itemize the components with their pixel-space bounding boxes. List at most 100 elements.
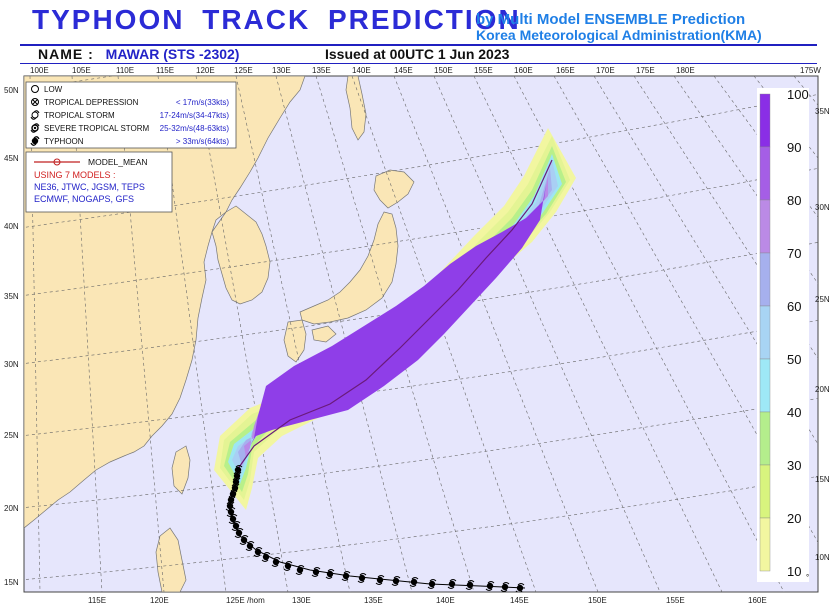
left-lat-label: 20N — [4, 504, 19, 513]
header-divider-2 — [20, 63, 817, 64]
legend-item-speed: 25-32m/s(48-63kts) — [160, 124, 230, 133]
land-honshu — [299, 211, 399, 325]
bottom-lon-label: 155E — [666, 596, 685, 605]
sts-tail — [30, 123, 40, 133]
low-icon — [31, 85, 39, 93]
colorbar-label: 20 — [787, 511, 801, 526]
left-lat-label: 35N — [4, 292, 19, 301]
typhoon-track-tail — [233, 465, 243, 475]
bottom-lon-label: 145E — [510, 596, 529, 605]
land-sakhalin — [345, 76, 367, 141]
typhoon-track-point — [284, 562, 292, 570]
typhoon-track-point — [410, 578, 418, 586]
typhoon-track-tail — [295, 565, 305, 575]
colorbar-segment — [759, 305, 771, 360]
tropical-storm-icon — [31, 111, 39, 119]
longitude-line — [593, 76, 818, 445]
typhoon-track-tail — [500, 582, 510, 592]
legend-box — [25, 81, 237, 149]
typhoon-tail — [30, 136, 40, 146]
typhoon-track-tail — [515, 583, 525, 592]
top-lon-label: 170E — [596, 66, 615, 75]
name-label: NAME : — [38, 46, 94, 62]
top-lon-label: 105E — [72, 66, 91, 75]
colorbar-label: 100 — [787, 87, 809, 102]
colorbar-segment — [759, 146, 771, 201]
legend-item-name: LOW — [44, 85, 63, 94]
typhoon-track-tail — [447, 579, 457, 589]
colorbar-label: 30 — [787, 458, 801, 473]
bottom-hom-label: /hom — [247, 596, 265, 605]
typhoon-track-tail — [261, 552, 271, 562]
typhoon-track-tail — [357, 573, 367, 583]
typhoon-track-point — [448, 580, 456, 588]
typhoon-track-point — [254, 548, 262, 556]
bottom-lon-label: 135E — [364, 596, 383, 605]
typhoon-track-point — [240, 536, 248, 544]
top-lon-label: 180E — [676, 66, 695, 75]
typhoon-track-point — [516, 584, 524, 592]
latitude-line — [24, 398, 818, 508]
typhoon-track-tail — [341, 571, 351, 581]
right-lat-label: 10N — [815, 553, 830, 562]
bottom-lon-label: 120E — [150, 596, 169, 605]
typhoon-track-tail — [465, 580, 475, 590]
top-lon-label: 100E — [30, 66, 49, 75]
top-longitude-labels: 100E 105E 110E 115E 120E 125E 130E 135E 140E 145E… — [30, 66, 821, 75]
colorbar-segment — [759, 199, 771, 254]
past-track-symbols — [225, 465, 525, 592]
typhoon-track-point — [392, 577, 400, 585]
colorbar-segment — [759, 93, 771, 148]
top-lon-label: 115E — [156, 66, 174, 75]
legend-item-speed: > 33m/s(64kts) — [176, 137, 229, 146]
using-models-label: USING 7 MODELS : — [34, 170, 116, 180]
legend-item-speed: 17-24m/s(34-47kts) — [160, 111, 230, 120]
td-cross — [32, 99, 38, 105]
colorbar-segment — [759, 358, 771, 413]
typhoon-track-point — [296, 566, 304, 574]
typhoon-track-point — [234, 466, 242, 474]
typhoon-track-point — [466, 581, 474, 589]
subtitle-ensemble: by Multi Model ENSEMBLE Prediction — [476, 11, 746, 28]
land-luzon — [155, 527, 187, 592]
typhoon-track-point — [229, 515, 237, 523]
typhoon-track-tail — [485, 581, 495, 591]
sts-core — [33, 126, 37, 130]
typhoon-track-point — [501, 583, 509, 591]
bottom-lon-label: 160E — [748, 596, 767, 605]
page-title: TYPHOON TRACK PREDICTION — [32, 4, 521, 35]
typhoon-track-tail — [253, 547, 263, 557]
typhoon-name: NAME : MAWAR (STS -2302) — [38, 46, 239, 62]
typhoon-track-point — [376, 576, 384, 584]
legend-item-name: TYPHOON — [44, 137, 84, 146]
top-lon-label: 120E — [196, 66, 215, 75]
colorbar-label: 90 — [787, 140, 801, 155]
top-lon-label: 150E — [434, 66, 453, 75]
typhoon-track-point — [326, 570, 334, 578]
typhoon-track-point — [342, 572, 350, 580]
latitude-line — [24, 476, 818, 580]
right-lat-label: 30N — [815, 203, 830, 212]
model-mean-label: MODEL_MEAN — [88, 157, 148, 167]
legend-item-speed: < 17m/s(33kts) — [176, 98, 229, 107]
legend-item-name: TROPICAL DEPRESSION — [44, 98, 139, 107]
colorbar-label: 50 — [787, 352, 801, 367]
agency-name: Korea Meteorological Administration(KMA) — [476, 27, 762, 43]
typhoon-track-tail — [245, 541, 255, 551]
typhoon-track-tail — [239, 535, 249, 545]
typhoon-icon — [31, 137, 39, 145]
typhoon-track-point — [312, 568, 320, 576]
typhoon-track-point — [246, 542, 254, 550]
colorbar-segment — [759, 464, 771, 519]
right-latitude-labels: 35N 30N 25N 20N 15N 10N — [815, 107, 830, 562]
model-mean-track — [236, 159, 553, 471]
tropical-depression-icon — [31, 98, 39, 106]
typhoon-track-tail — [271, 557, 281, 567]
bottom-lon-label: 130E — [292, 596, 311, 605]
latitude-line — [24, 320, 818, 436]
right-lat-label: 25N — [815, 295, 830, 304]
colorbar-label: 70 — [787, 246, 801, 261]
models-list-2: ECMWF, NOGAPS, GFS — [34, 194, 134, 204]
right-lat-label: 35N — [815, 107, 830, 116]
